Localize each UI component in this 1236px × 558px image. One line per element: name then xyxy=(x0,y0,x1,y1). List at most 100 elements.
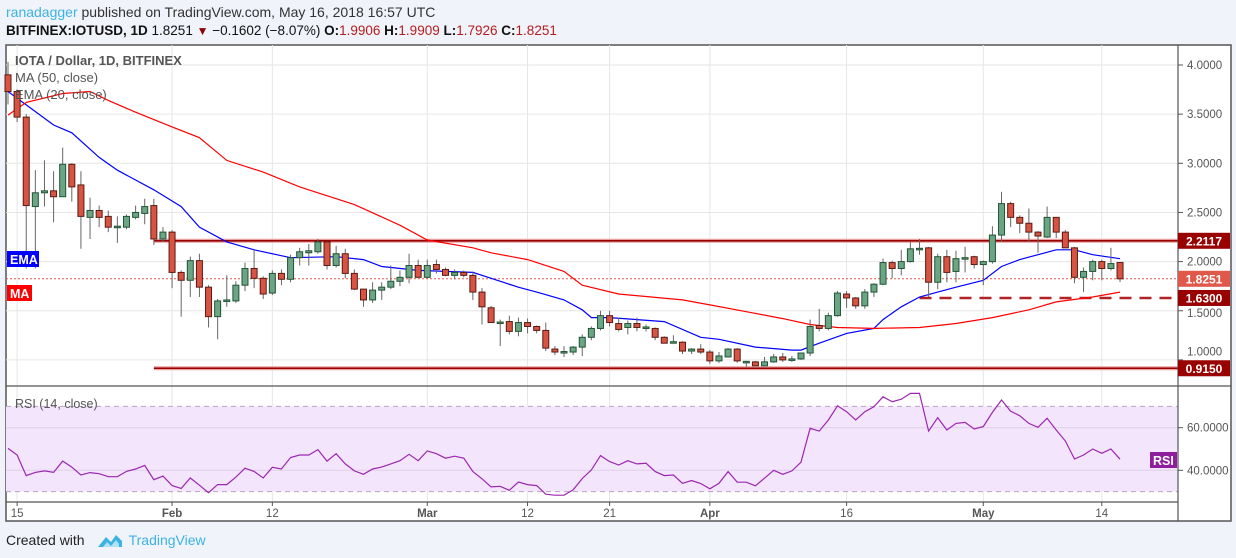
candle-down xyxy=(442,268,450,276)
ema-line xyxy=(7,91,1121,351)
candle-down xyxy=(1025,222,1033,233)
tradingview-logo-icon xyxy=(97,535,122,547)
candle-down xyxy=(1034,231,1042,237)
high-label: H: xyxy=(384,23,399,38)
candle-up xyxy=(1043,216,1051,238)
tradingview-link[interactable]: TradingView xyxy=(128,532,206,548)
candle-down xyxy=(50,190,58,198)
ema-tag-label: EMA xyxy=(10,253,38,267)
candle-up xyxy=(113,225,121,229)
ma-legend[interactable]: MA (50, close) xyxy=(15,70,98,85)
candle-down xyxy=(779,356,787,361)
rsi-series xyxy=(7,392,1121,496)
candle-up xyxy=(287,257,295,280)
candle-up xyxy=(423,265,431,278)
symbol-info: BITFINEX:IOTUSD, 1D 1.8251 ▼ −0.1602 (−8… xyxy=(6,23,557,38)
footer: Created with TradingView xyxy=(6,532,206,548)
candle-down xyxy=(1098,261,1106,269)
publish-info: ranadagger published on TradingView.com,… xyxy=(6,4,435,20)
candle-up xyxy=(141,206,149,214)
candle-up xyxy=(186,260,194,281)
candle-up xyxy=(916,247,923,251)
candles xyxy=(4,62,1124,367)
candle-down xyxy=(706,351,714,362)
candle-up xyxy=(578,336,586,348)
candle-up xyxy=(496,321,504,325)
price-tick-label: 2.5000 xyxy=(1187,207,1222,219)
last-price: 1.8251 xyxy=(151,23,193,38)
candle-up xyxy=(934,256,942,283)
candle-up xyxy=(897,261,905,269)
candle-down xyxy=(205,286,213,318)
candle-up xyxy=(241,267,249,286)
candle-up xyxy=(797,352,805,360)
candle-up xyxy=(214,300,222,318)
candle-down xyxy=(1052,216,1060,233)
candle-up xyxy=(1107,263,1115,269)
candle-down xyxy=(660,336,668,344)
level-tag xyxy=(1178,360,1230,377)
candle-up xyxy=(870,283,878,293)
candle-down xyxy=(22,116,30,207)
rsi-tag-label: RSI xyxy=(1153,454,1174,468)
symbol-label: BITFINEX:IOTUSD, 1D xyxy=(6,23,148,38)
last-price-tag xyxy=(1178,270,1230,287)
candle-down xyxy=(414,265,422,278)
candle-up xyxy=(305,250,313,254)
rsi-band xyxy=(6,405,1178,493)
time-tick-label: 12 xyxy=(266,508,279,520)
time-tick-label: 16 xyxy=(840,508,853,520)
candle-up xyxy=(314,241,322,253)
candle-up xyxy=(624,323,632,328)
candle-down xyxy=(95,209,103,218)
candle-up xyxy=(788,358,796,361)
candle-down xyxy=(177,271,185,281)
candle-down xyxy=(359,288,367,301)
high-value: 1.9909 xyxy=(398,23,440,38)
candle-up xyxy=(906,248,914,263)
candle-up xyxy=(86,209,94,218)
time-tick-label: 14 xyxy=(1095,508,1108,520)
candle-up xyxy=(724,348,732,358)
candle-down xyxy=(150,205,158,240)
candle-down xyxy=(341,253,349,274)
candle-up xyxy=(396,276,404,282)
ma-tag xyxy=(7,285,32,301)
candle-up xyxy=(988,234,996,263)
created-with-label: Created with xyxy=(6,532,85,548)
candle-down xyxy=(460,271,468,276)
level-tag xyxy=(1178,289,1230,306)
rsi-band-fill xyxy=(6,406,1178,492)
ma-line xyxy=(7,90,1121,330)
candle-up xyxy=(806,325,814,354)
last-price-tag-label: 1.8251 xyxy=(1186,272,1223,286)
triangle-down-icon: ▼ xyxy=(196,24,209,38)
time-tick-label: Feb xyxy=(162,508,182,520)
candle-up xyxy=(332,253,340,267)
candle-down xyxy=(1116,262,1124,280)
candle-up xyxy=(387,280,395,288)
price-tick-label: 3.0000 xyxy=(1187,158,1222,170)
candle-down xyxy=(1007,203,1015,218)
publish-text: published on TradingView.com, May 16, 20… xyxy=(81,4,436,20)
candle-up xyxy=(369,289,377,301)
candle-up xyxy=(132,211,140,218)
ema-legend[interactable]: EMA (20, close) xyxy=(15,87,107,102)
ma-tag-label: MA xyxy=(10,287,29,301)
candle-up xyxy=(761,361,769,367)
level-tag xyxy=(1178,232,1230,249)
candle-down xyxy=(277,272,285,280)
candle-up xyxy=(587,327,595,338)
candle-up xyxy=(59,163,67,198)
rsi-legend[interactable]: RSI (14, close) xyxy=(15,397,98,411)
candle-down xyxy=(259,277,267,295)
candle-down xyxy=(679,341,687,352)
candle-up xyxy=(669,341,677,344)
author-link[interactable]: ranadagger xyxy=(6,4,78,20)
candle-up xyxy=(405,265,413,278)
candle-up xyxy=(122,215,130,228)
level-tag-label: 1.6300 xyxy=(1186,291,1223,305)
price-tick-label: 4.0000 xyxy=(1187,60,1222,72)
time-tick-label: 12 xyxy=(521,508,534,520)
